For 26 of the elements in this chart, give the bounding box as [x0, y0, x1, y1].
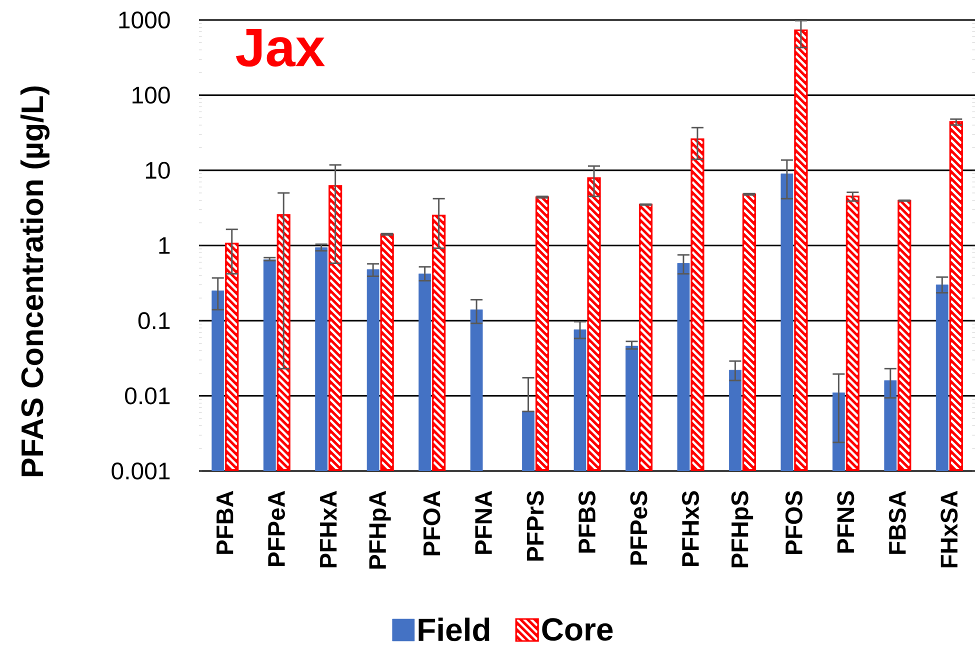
- y-tick-label: 0.1: [138, 312, 170, 330]
- x-tick-label: FBSA: [888, 490, 906, 554]
- x-tick-label: PFPeS: [630, 491, 648, 565]
- y-tick-label: 0.01: [125, 387, 170, 404]
- x-tick-label: PFOS: [785, 491, 802, 554]
- x-tick-label: PFOA: [423, 490, 440, 556]
- x-tick-label: PFNA: [475, 490, 492, 554]
- chart-title: Jax: [236, 29, 325, 67]
- x-tick-label: PFHpA: [369, 490, 391, 569]
- x-tick-label: PFHpS: [731, 491, 754, 568]
- x-tick-label: PFPrS: [526, 491, 544, 561]
- x-tick-label: PFBA: [216, 490, 234, 554]
- x-tick-label: FHxSA: [940, 490, 958, 568]
- y-tick-label: 1: [159, 237, 170, 254]
- x-tick-label: PFPeA: [268, 490, 285, 566]
- x-tick-label: PFHxA: [320, 490, 337, 568]
- x-tick-label: PFNS: [837, 491, 854, 553]
- y-tick-label: 100: [132, 86, 170, 104]
- y-tick-label: 10: [146, 162, 170, 179]
- x-tick-label: PFBS: [578, 491, 596, 553]
- legend-label: Core: [542, 618, 613, 641]
- y-tick-label: 1000: [119, 11, 170, 28]
- x-tick-label: PFHxS: [682, 491, 699, 566]
- y-axis-title: PFAS Concentration (µg/L): [20, 86, 50, 476]
- y-tick-label: 0.001: [112, 462, 170, 480]
- legend-label: Field: [418, 618, 490, 642]
